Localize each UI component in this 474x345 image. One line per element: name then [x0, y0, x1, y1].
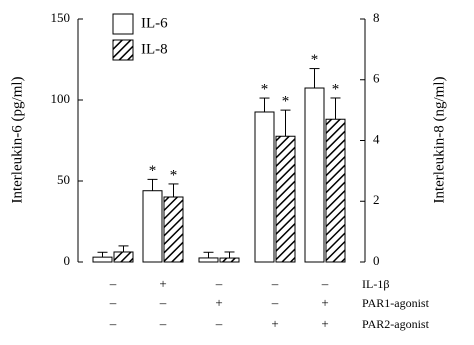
condition-sign: – [215, 276, 223, 291]
condition-label: IL-1β [362, 277, 389, 291]
y2-tick-label: 4 [373, 131, 380, 146]
significance-marker: * [282, 94, 290, 110]
significance-marker: * [332, 81, 340, 97]
condition-sign: – [109, 295, 117, 310]
significance-marker: * [170, 167, 178, 183]
condition-sign: – [321, 276, 329, 291]
condition-sign: – [109, 276, 117, 291]
y-tick-label: 150 [51, 10, 71, 25]
condition-sign: + [321, 316, 328, 331]
condition-label: PAR2-agonist [362, 317, 430, 331]
bar [275, 135, 296, 263]
legend-label: IL-6 [141, 15, 168, 31]
condition-sign: – [215, 316, 223, 331]
condition-sign: + [271, 316, 278, 331]
y2-tick-label: 8 [373, 10, 380, 25]
bar [113, 251, 134, 263]
condition-label: PAR1-agonist [362, 296, 430, 310]
y2-tick-label: 2 [373, 192, 380, 207]
y-tick-label: 100 [51, 91, 71, 106]
condition-sign: + [321, 295, 328, 310]
bar [219, 257, 240, 263]
condition-sign: – [271, 295, 279, 310]
condition-sign: – [159, 295, 167, 310]
y-tick-label: 0 [64, 253, 71, 268]
y-tick-label: 50 [57, 172, 70, 187]
legend-swatch [112, 13, 134, 35]
y2-axis-label: Interleukin-8 (ng/ml) [431, 76, 447, 203]
bar [198, 257, 219, 263]
y2-tick-label: 0 [373, 253, 380, 268]
significance-marker: * [149, 163, 157, 179]
bar [254, 111, 275, 263]
bar [163, 196, 184, 263]
condition-sign: – [271, 276, 279, 291]
condition-sign: + [159, 276, 166, 291]
condition-sign: – [109, 316, 117, 331]
bar [304, 87, 325, 263]
significance-marker: * [261, 81, 269, 97]
legend-label: IL-8 [141, 41, 168, 57]
bar [142, 190, 163, 263]
y-axis-label: Interleukin-6 (pg/ml) [9, 76, 25, 203]
condition-sign: + [215, 295, 222, 310]
significance-marker: * [311, 52, 319, 68]
legend-swatch [112, 39, 134, 61]
bar [325, 118, 346, 263]
condition-sign: – [159, 316, 167, 331]
bar [92, 256, 113, 263]
y2-tick-label: 6 [373, 71, 380, 86]
